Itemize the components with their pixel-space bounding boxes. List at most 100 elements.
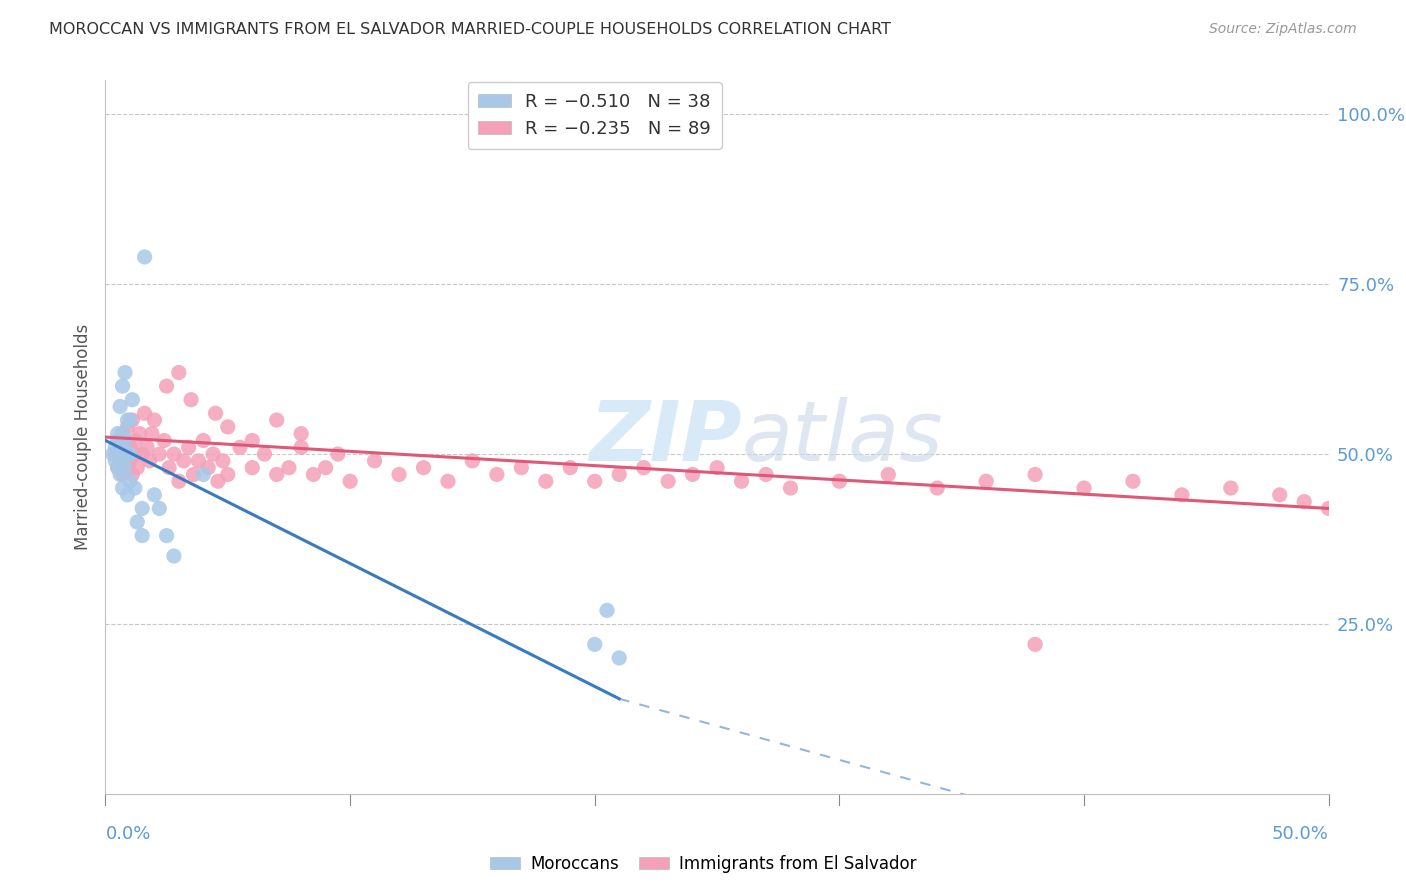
- Point: [167, 475, 190, 489]
- Point: [207, 475, 229, 489]
- Point: [118, 447, 141, 461]
- Point: [485, 467, 508, 482]
- Point: [437, 475, 460, 489]
- Point: [217, 467, 239, 482]
- Point: [124, 447, 146, 461]
- Text: Source: ZipAtlas.com: Source: ZipAtlas.com: [1209, 22, 1357, 37]
- Point: [101, 447, 124, 461]
- Point: [114, 434, 136, 448]
- Point: [111, 379, 134, 393]
- Point: [1073, 481, 1095, 495]
- Point: [143, 488, 166, 502]
- Point: [212, 454, 235, 468]
- Point: [240, 460, 263, 475]
- Point: [104, 440, 127, 454]
- Legend: Moroccans, Immigrants from El Salvador: Moroccans, Immigrants from El Salvador: [484, 848, 922, 880]
- Point: [136, 440, 159, 454]
- Point: [117, 420, 139, 434]
- Point: [134, 250, 156, 264]
- Point: [217, 420, 239, 434]
- Point: [108, 400, 131, 414]
- Point: [193, 434, 215, 448]
- Point: [111, 426, 134, 441]
- Point: [927, 481, 949, 495]
- Point: [108, 467, 131, 482]
- Point: [107, 434, 129, 448]
- Point: [127, 460, 149, 475]
- Point: [388, 467, 411, 482]
- Point: [104, 447, 127, 461]
- Point: [596, 603, 619, 617]
- Point: [114, 434, 136, 448]
- Point: [339, 475, 361, 489]
- Point: [326, 447, 349, 461]
- Point: [117, 460, 139, 475]
- Point: [156, 528, 179, 542]
- Point: [117, 413, 139, 427]
- Point: [118, 413, 141, 427]
- Point: [240, 434, 263, 448]
- Text: 0.0%: 0.0%: [105, 825, 150, 843]
- Point: [111, 426, 134, 441]
- Point: [118, 475, 141, 489]
- Point: [583, 475, 606, 489]
- Text: 50.0%: 50.0%: [1272, 825, 1329, 843]
- Point: [143, 413, 166, 427]
- Point: [153, 434, 176, 448]
- Point: [157, 460, 180, 475]
- Point: [127, 515, 149, 529]
- Point: [1024, 467, 1046, 482]
- Point: [510, 460, 533, 475]
- Text: MOROCCAN VS IMMIGRANTS FROM EL SALVADOR MARRIED-COUPLE HOUSEHOLDS CORRELATION CH: MOROCCAN VS IMMIGRANTS FROM EL SALVADOR …: [49, 22, 891, 37]
- Point: [1122, 475, 1144, 489]
- Point: [193, 467, 215, 482]
- Point: [167, 366, 190, 380]
- Point: [583, 637, 606, 651]
- Point: [180, 392, 202, 407]
- Point: [828, 475, 851, 489]
- Point: [121, 413, 143, 427]
- Point: [107, 447, 129, 461]
- Point: [131, 447, 153, 461]
- Point: [1024, 637, 1046, 651]
- Point: [131, 528, 153, 542]
- Point: [633, 460, 655, 475]
- Point: [1294, 494, 1316, 508]
- Legend: R = −0.510   N = 38, R = −0.235   N = 89: R = −0.510 N = 38, R = −0.235 N = 89: [468, 82, 721, 149]
- Point: [730, 475, 752, 489]
- Point: [302, 467, 325, 482]
- Point: [114, 447, 136, 461]
- Point: [111, 467, 134, 482]
- Point: [974, 475, 997, 489]
- Point: [148, 501, 170, 516]
- Point: [124, 481, 146, 495]
- Point: [706, 460, 728, 475]
- Point: [278, 460, 301, 475]
- Point: [124, 434, 146, 448]
- Point: [163, 447, 186, 461]
- Point: [117, 488, 139, 502]
- Point: [290, 426, 312, 441]
- Point: [111, 447, 134, 461]
- Point: [1268, 488, 1291, 502]
- Point: [114, 460, 136, 475]
- Point: [138, 454, 160, 468]
- Point: [131, 501, 153, 516]
- Point: [173, 454, 195, 468]
- Point: [266, 467, 288, 482]
- Point: [156, 379, 179, 393]
- Point: [107, 460, 129, 475]
- Point: [108, 440, 131, 454]
- Point: [118, 454, 141, 468]
- Point: [134, 406, 156, 420]
- Point: [104, 454, 127, 468]
- Point: [148, 447, 170, 461]
- Point: [128, 426, 150, 441]
- Point: [657, 475, 679, 489]
- Point: [1171, 488, 1194, 502]
- Point: [779, 481, 801, 495]
- Point: [607, 651, 630, 665]
- Point: [108, 440, 131, 454]
- Point: [204, 406, 226, 420]
- Point: [183, 467, 205, 482]
